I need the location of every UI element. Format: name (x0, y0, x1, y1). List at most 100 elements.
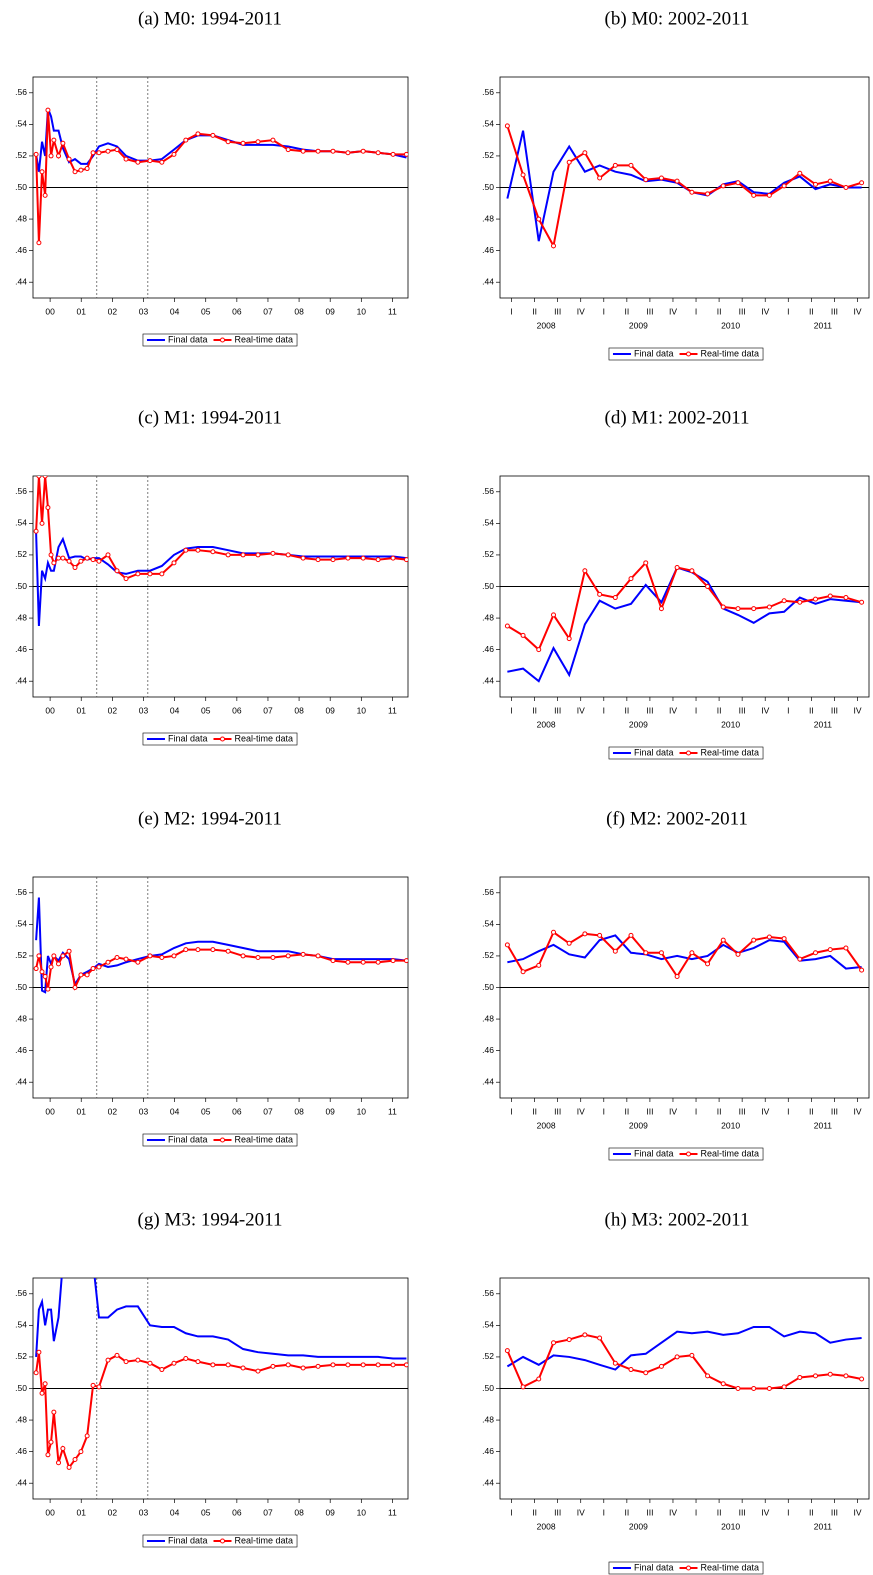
data-point (60, 953, 66, 959)
x-tick-label: 08 (294, 1507, 304, 1517)
data-point (114, 955, 120, 961)
data-point (42, 1381, 48, 1387)
y-tick-label: .44 (482, 276, 494, 286)
data-point (551, 243, 557, 249)
data-point (225, 948, 231, 954)
y-tick-label: .52 (482, 549, 494, 559)
data-line (35, 110, 407, 243)
data-point (330, 557, 336, 563)
data-point (658, 175, 664, 181)
chart-title: (h) M3: 2002-2011 (605, 1209, 750, 1230)
data-point (504, 623, 510, 629)
data-point (597, 591, 603, 597)
y-tick-label: .52 (482, 1351, 494, 1361)
legend-label: Final data (634, 747, 674, 757)
legend-label: Real-time data (235, 1535, 294, 1545)
y-tick-label: .50 (482, 581, 494, 591)
data-point (536, 1376, 542, 1382)
data-point (781, 598, 787, 604)
x-tick-label: III (646, 306, 653, 316)
legend-item: Real-time data (213, 733, 293, 743)
x-tick-label: 11 (388, 306, 397, 316)
legend-marker (686, 750, 691, 756)
data-point (612, 595, 618, 601)
data-point (536, 216, 542, 222)
x-tick-label: I (787, 306, 789, 316)
data-point (674, 1354, 680, 1360)
x-tick-label: III (646, 705, 653, 715)
data-point (240, 140, 246, 146)
x-tick-label: II (532, 1106, 537, 1116)
data-point (360, 1362, 366, 1368)
x-group-label: 2010 (721, 719, 740, 729)
x-tick-label: 05 (201, 306, 211, 316)
y-tick-label: .46 (482, 1045, 494, 1055)
data-point (812, 1373, 818, 1379)
data-point (66, 1464, 72, 1470)
chart-title: (c) M1: 1994-2011 (138, 407, 282, 428)
legend: Final data Real-time data (142, 1133, 298, 1147)
x-tick-label: 06 (232, 1507, 242, 1517)
x-tick-label: III (554, 1106, 561, 1116)
data-point (735, 180, 741, 186)
data-point (843, 595, 849, 601)
y-tick-label: .56 (15, 887, 27, 897)
data-point (300, 951, 306, 957)
data-point (66, 156, 72, 162)
data-point (240, 1365, 246, 1371)
data-point (39, 969, 45, 975)
y-tick-label: .48 (482, 612, 494, 622)
x-tick-label: 11 (388, 1507, 397, 1517)
chart-title: (g) M3: 1994-2011 (138, 1209, 283, 1230)
x-tick-label: II (717, 306, 722, 316)
x-tick-label: II (532, 705, 537, 715)
x-tick-label: 04 (170, 1106, 180, 1116)
legend-item: Real-time data (679, 348, 760, 358)
y-tick-label: .50 (15, 982, 27, 992)
data-point (42, 192, 48, 198)
data-point (72, 565, 78, 571)
x-tick-label: IV (761, 705, 769, 715)
x-tick-label: IV (577, 1507, 585, 1517)
legend: Final data Real-time data (142, 732, 298, 746)
data-point (39, 520, 45, 526)
data-point (300, 555, 306, 561)
data-point (403, 1362, 408, 1368)
data-point (33, 1370, 39, 1376)
data-point (51, 953, 57, 959)
data-point (72, 1457, 78, 1463)
data-point (195, 1359, 201, 1365)
data-point (56, 961, 62, 967)
data-point (674, 565, 680, 571)
data-point (827, 593, 833, 599)
data-point (72, 985, 78, 990)
x-tick-label: IV (853, 705, 861, 715)
data-point (66, 558, 72, 564)
x-tick-label: 00 (45, 306, 55, 316)
data-point (705, 1373, 711, 1379)
data-point (597, 175, 603, 181)
x-tick-label: I (695, 306, 697, 316)
data-point (360, 555, 366, 561)
x-tick-label: 04 (170, 1507, 180, 1517)
data-point (390, 958, 396, 964)
data-point (859, 967, 865, 973)
x-tick-label: 03 (139, 1106, 149, 1116)
y-tick-label: .46 (482, 644, 494, 654)
data-point (520, 1384, 526, 1390)
x-tick-label: 06 (232, 1106, 242, 1116)
y-tick-label: .44 (15, 1477, 27, 1487)
x-tick-label: 02 (108, 306, 118, 316)
y-tick-label: .56 (482, 887, 494, 897)
data-point (36, 476, 42, 479)
x-tick-label: IV (853, 1507, 861, 1517)
chart-title: (e) M2: 1994-2011 (138, 808, 282, 829)
data-point (720, 183, 726, 189)
y-tick-label: .56 (15, 87, 27, 97)
data-point (345, 1362, 351, 1368)
x-group-label: 2011 (814, 1120, 833, 1130)
legend-label: Real-time data (701, 348, 760, 358)
data-point (45, 505, 51, 511)
x-tick-label: 01 (77, 1507, 87, 1517)
y-tick-label: .50 (15, 1383, 27, 1393)
